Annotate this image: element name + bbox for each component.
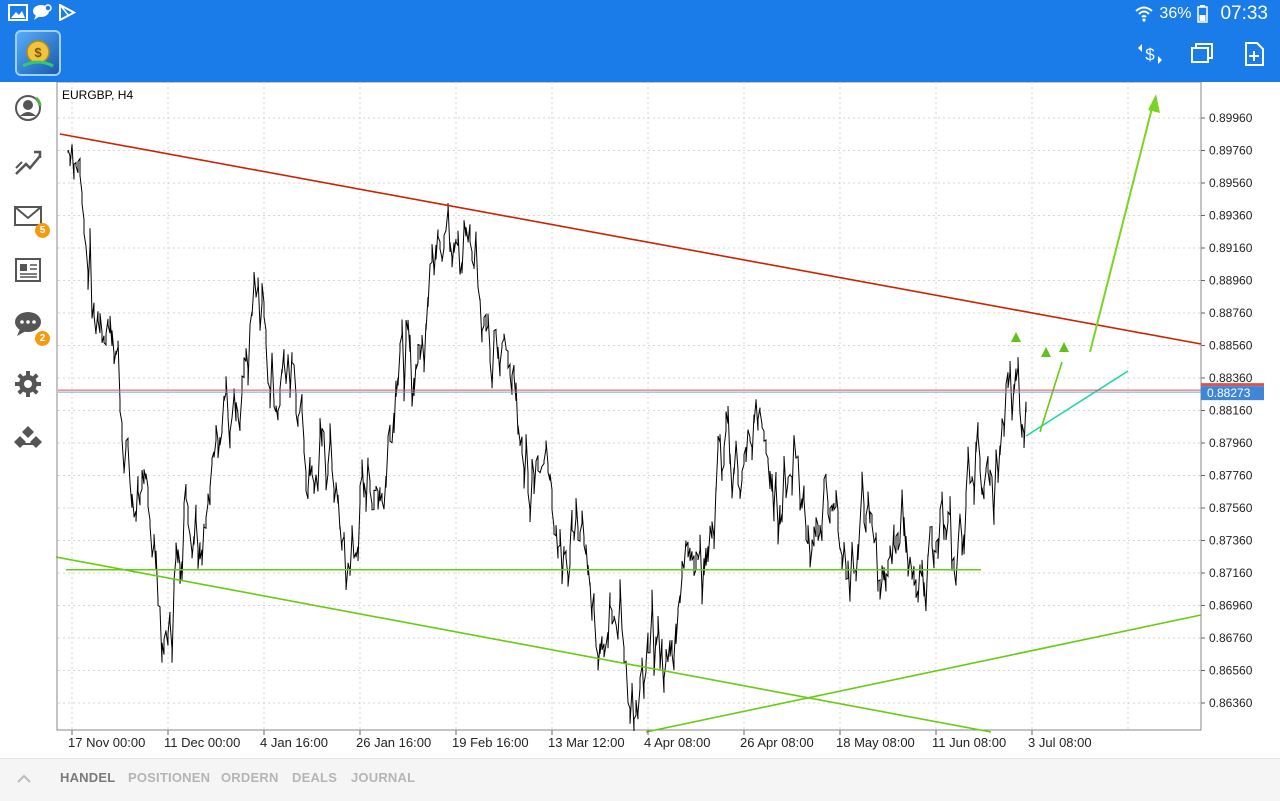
bottom-tab-bar: HANDEL POSITIONEN ORDERN DEALS JOURNAL <box>0 758 1280 801</box>
time-tick-label: 4 Jan 16:00 <box>260 735 328 750</box>
chart-grid <box>56 82 1202 731</box>
time-tick-label: 19 Feb 16:00 <box>452 735 529 750</box>
tab-journal[interactable]: JOURNAL <box>351 770 416 785</box>
time-axis: 17 Nov 00:00 11 Dec 00:00 4 Jan 16:00 26 Ja… <box>68 730 1092 750</box>
time-tick-label: 26 Apr 08:00 <box>740 735 814 750</box>
price-tick-label: 0.88560 <box>1209 339 1253 353</box>
price-tick-label: 0.87360 <box>1209 534 1253 548</box>
current-price-label: 0.88273 <box>1207 386 1251 400</box>
news-icon[interactable] <box>12 254 44 286</box>
target-arrow-line <box>1089 103 1154 353</box>
gallery-icon <box>8 4 28 21</box>
app-bar: $ $ <box>0 26 1280 82</box>
price-tick-label: 0.87760 <box>1209 469 1253 483</box>
mail-icon[interactable]: 5 <box>12 200 50 238</box>
time-tick-label: 11 Dec 00:00 <box>164 735 240 750</box>
chat-icon[interactable]: 2 <box>12 308 50 346</box>
status-bar: 36% 07:33 <box>0 0 1280 26</box>
tab-ordern[interactable]: ORDERN <box>221 770 279 785</box>
green-up-segment <box>1039 361 1063 433</box>
price-tick-label: 0.86360 <box>1209 696 1253 710</box>
resistance-trendline <box>59 133 1202 345</box>
current-price-tag <box>1201 386 1264 401</box>
tab-handel[interactable]: HANDEL <box>60 770 116 785</box>
battery-percent: 36% <box>1159 5 1192 22</box>
trade-icon[interactable]: $ <box>1136 40 1164 68</box>
time-tick-label: 3 Jul 08:00 <box>1028 735 1092 750</box>
buy-signal-arrow <box>1011 332 1021 342</box>
buy-signal-arrow <box>1041 347 1051 357</box>
time-tick-label: 13 Mar 12:00 <box>548 735 625 750</box>
price-axis: 0.89960 0.89760 0.89560 0.89360 0.89160 0.889… <box>1201 111 1264 710</box>
price-tick-label: 0.88760 <box>1209 306 1253 320</box>
current-price-tag-top <box>1201 383 1264 387</box>
battery-icon <box>1197 5 1209 23</box>
time-tick-label: 4 Apr 08:00 <box>644 735 711 750</box>
chart-icon[interactable] <box>12 146 44 178</box>
new-document-icon[interactable] <box>1240 40 1268 68</box>
price-tick-label: 0.87160 <box>1209 566 1253 580</box>
price-tick-label: 0.86760 <box>1209 631 1253 645</box>
teal-trendline <box>1025 370 1129 437</box>
chat-status-icon <box>33 4 52 20</box>
price-tick-label: 0.87960 <box>1209 436 1253 450</box>
descending-support-line <box>56 556 992 733</box>
chart-frame <box>56 82 1202 731</box>
price-tick-label: 0.88160 <box>1209 404 1253 418</box>
price-tick-label: 0.86560 <box>1209 664 1253 678</box>
ascending-support-line <box>645 614 1202 733</box>
time-tick-label: 18 May 08:00 <box>836 735 915 750</box>
tab-positionen[interactable]: POSITIONEN <box>128 770 211 785</box>
price-tick-label: 0.89160 <box>1209 241 1253 255</box>
chevron-up-icon[interactable] <box>14 769 34 789</box>
price-tick-label: 0.87560 <box>1209 501 1253 515</box>
symbol-label: EURGBP, H4 <box>62 88 134 102</box>
buy-signal-arrow <box>1059 342 1069 352</box>
target-arrowhead <box>1148 94 1160 113</box>
chart-area[interactable]: 0.89960 0.89760 0.89560 0.89360 0.89160 0.889… <box>56 82 1280 758</box>
metatrader-logo[interactable]: $ <box>15 30 61 76</box>
chart-canvas[interactable]: 0.89960 0.89760 0.89560 0.89360 0.89160 0.889… <box>56 82 1280 758</box>
chart-annotations <box>56 94 1202 733</box>
price-line <box>67 144 1027 732</box>
tab-deals[interactable]: DEALS <box>292 770 338 785</box>
price-tick-label: 0.89760 <box>1209 144 1253 158</box>
price-tick-label: 0.88360 <box>1209 371 1253 385</box>
price-tick-label: 0.88960 <box>1209 274 1253 288</box>
price-tick-label: 0.89560 <box>1209 176 1253 190</box>
wifi-icon <box>1135 6 1154 22</box>
play-store-icon <box>59 4 76 21</box>
time-tick-label: 26 Jan 16:00 <box>356 735 431 750</box>
price-tick-label: 0.86960 <box>1209 599 1253 613</box>
windows-icon[interactable] <box>1188 40 1216 68</box>
price-tick-label: 0.89360 <box>1209 209 1253 223</box>
clock: 07:33 <box>1220 3 1268 24</box>
mail-badge: 5 <box>35 223 50 238</box>
community-icon[interactable] <box>12 422 44 454</box>
quotes-icon[interactable] <box>12 92 44 124</box>
svg-text:$: $ <box>34 45 42 60</box>
time-tick-label: 11 Jun 08:00 <box>932 735 1006 750</box>
chat-badge: 2 <box>35 331 50 346</box>
time-tick-label: 17 Nov 00:00 <box>68 735 145 750</box>
price-tick-label: 0.89960 <box>1209 111 1253 125</box>
settings-gear-icon[interactable] <box>12 368 44 400</box>
price-series <box>67 144 1027 732</box>
sidebar: 5 2 <box>0 82 56 758</box>
svg-text:$: $ <box>1145 45 1155 64</box>
